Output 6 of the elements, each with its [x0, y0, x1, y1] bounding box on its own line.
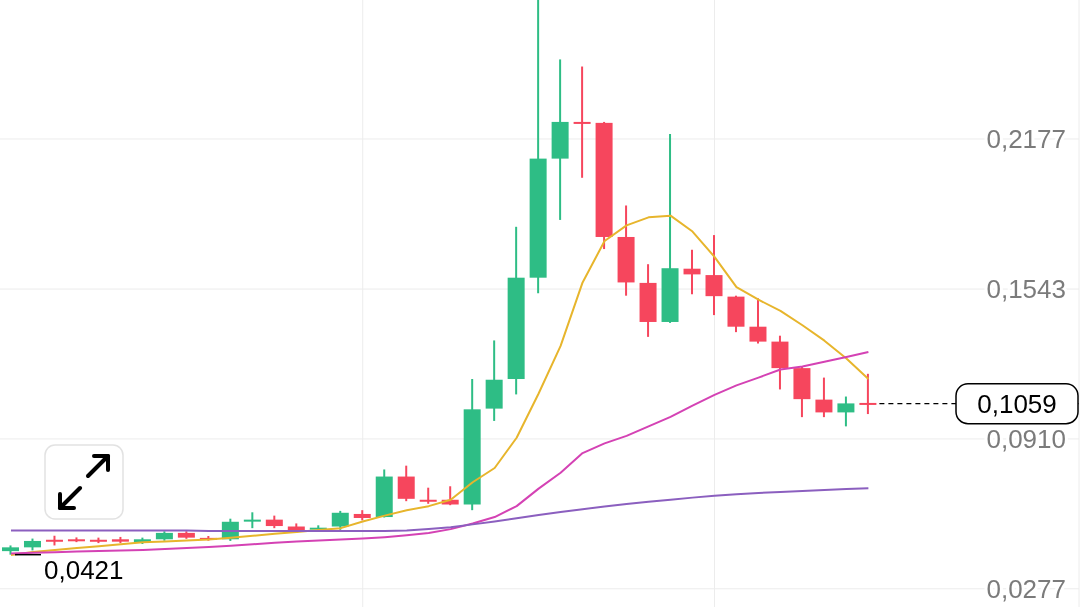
y-tick-label: 0,1543 [986, 274, 1066, 305]
y-tick-label: 0,2177 [986, 123, 1066, 154]
y-tick-label: 0,0277 [986, 573, 1066, 604]
annotation: 0,0421 [43, 554, 124, 585]
ref-line-label: 0,1059 [977, 388, 1057, 419]
y-tick-label: 0,0910 [986, 423, 1066, 454]
